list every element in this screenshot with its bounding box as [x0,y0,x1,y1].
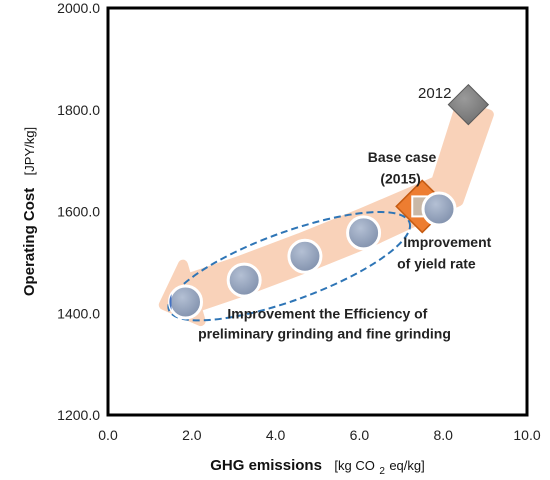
annotation-grinding-line1: Improvement the Efficiency of [227,305,427,321]
x-axis-unit-subscript: 2 [379,466,385,477]
marker-improvement [168,284,204,320]
annotation-yield-rate-line2: of yield rate [397,255,476,271]
y-tick-label: 1200.0 [57,407,100,423]
marker-improvement [346,215,382,251]
y-axis-label: Operating Cost [JPY/kg] [21,127,38,296]
marker-accent [169,294,172,311]
annotation-base-case-year: (2015) [380,171,420,187]
x-tick-label: 0.0 [98,427,118,443]
x-tick-label: 2.0 [182,427,202,443]
annotation-yield-rate-line1: Improvement [403,234,491,250]
data-markers [168,83,490,320]
annotation-2012: 2012 [418,85,451,102]
marker-improvement [226,262,262,298]
x-tick-label: 10.0 [513,427,540,443]
y-tick-label: 1600.0 [57,204,100,220]
y-axis-title: Operating Cost [21,188,38,296]
y-tick-label: 1400.0 [57,305,100,321]
y-axis-ticks: 1200.0 1400.0 1600.0 1800.0 2000.0 [57,0,100,423]
marker-improvement [421,191,457,227]
y-tick-label: 2000.0 [57,0,100,16]
x-tick-label: 6.0 [350,427,370,443]
plot-area-frame [106,6,529,417]
x-axis-unit: [kg CO [334,458,374,473]
x-axis-title: GHG emissions [210,457,322,474]
grinding-improvement-ellipse [167,210,412,322]
y-axis-unit: [JPY/kg] [22,127,37,175]
marker-2012 [447,83,490,126]
marker-improvement [287,238,323,274]
annotation-base-case: Base case [368,149,437,165]
x-axis-ticks: 0.0 2.0 4.0 6.0 8.0 10.0 [98,427,541,443]
annotation-grinding-line2: preliminary grinding and fine grinding [198,326,451,342]
x-axis-label: GHG emissions [kg CO 2 eq/kg] [210,457,425,478]
y-tick-label: 1800.0 [57,102,100,118]
x-tick-label: 8.0 [433,427,453,443]
x-axis-unit-suffix: eq/kg] [389,458,424,473]
x-tick-label: 4.0 [266,427,286,443]
